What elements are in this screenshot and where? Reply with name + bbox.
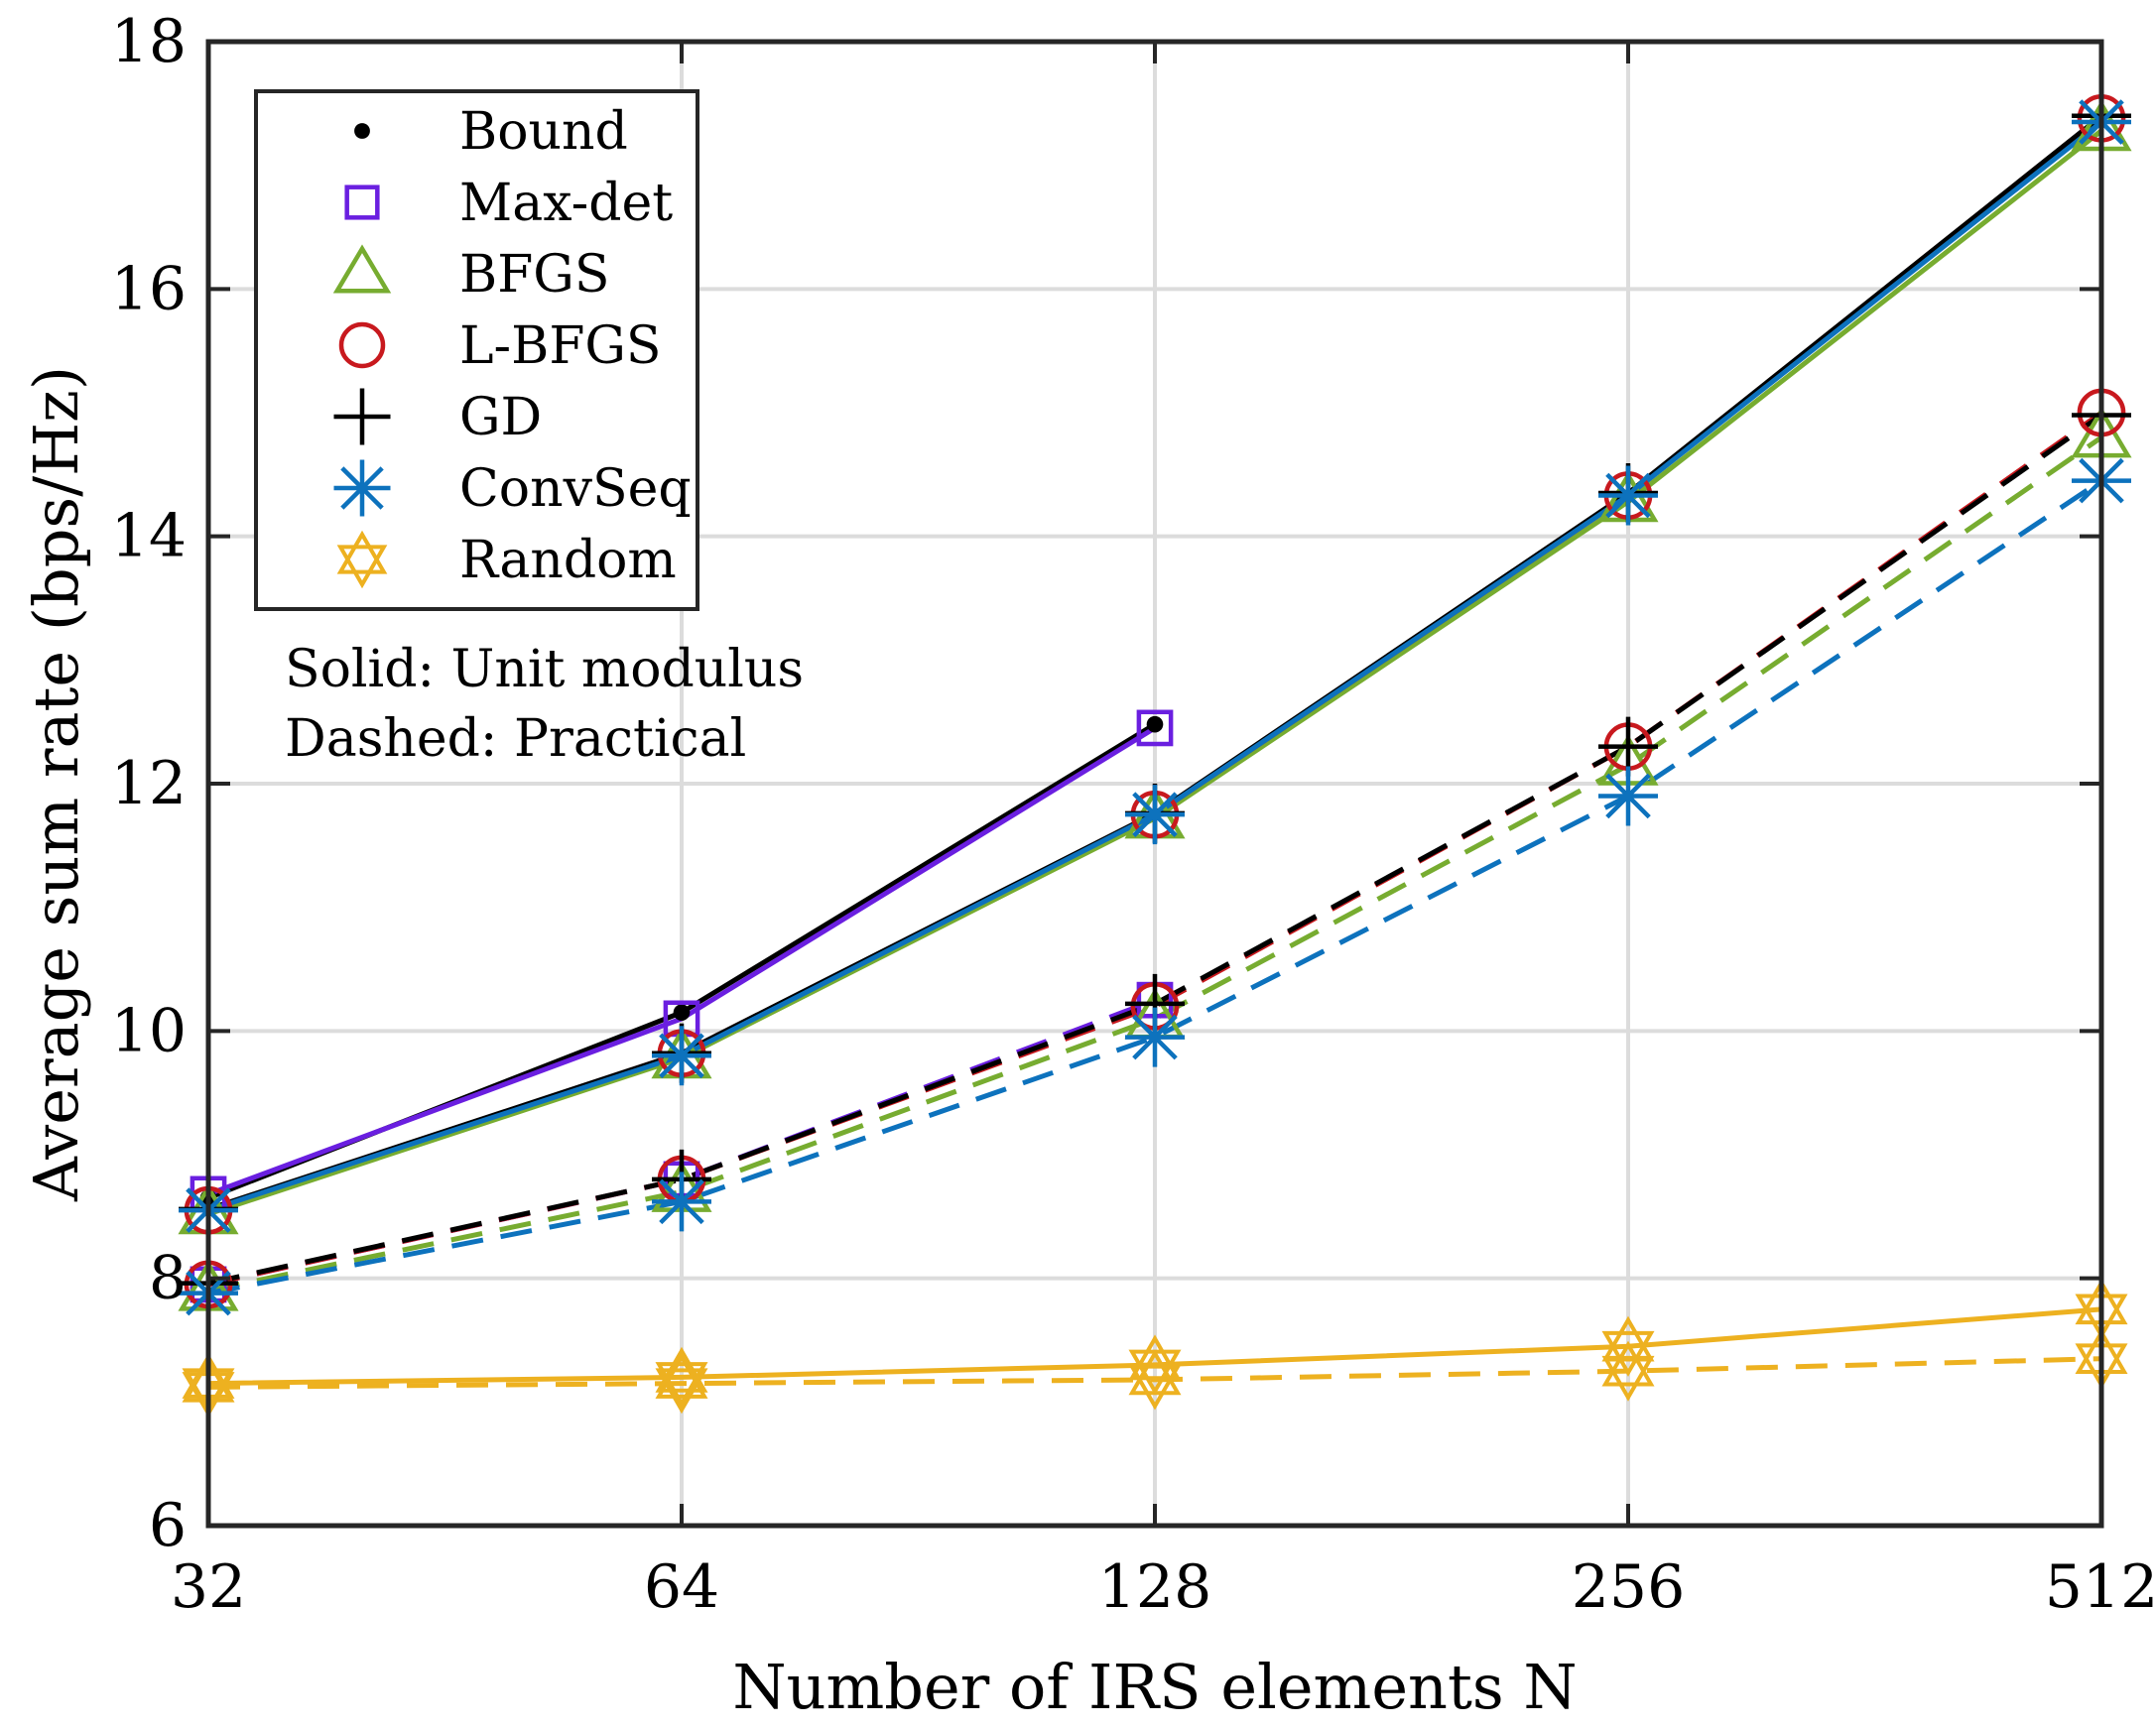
y-tick-label: 6 <box>149 1491 187 1560</box>
marker-convseq-solid <box>652 1026 711 1086</box>
marker-random-dashed-part <box>1128 1364 1182 1411</box>
legend-entry-gd: GD <box>333 388 542 447</box>
marker-random-dashed <box>1128 1349 1182 1411</box>
marker-bound-solid <box>673 1004 691 1021</box>
marker-random-dashed-part <box>655 1353 708 1399</box>
marker-max-det-solid <box>1136 709 1174 747</box>
legend-plus-icon <box>333 388 391 445</box>
marker-random-dashed-part <box>1601 1340 1655 1387</box>
marker-random-dashed-part <box>1601 1355 1655 1402</box>
annotation-solid: Solid: Unit modulus <box>285 640 804 699</box>
legend-entry-l-bfgs: L-BFGS <box>338 316 662 376</box>
marker-convseq-solid <box>1125 785 1185 845</box>
series-line-bfgs-dashed <box>207 434 2103 1294</box>
x-tick-label: 256 <box>1572 1552 1686 1622</box>
y-tick-label: 12 <box>111 749 187 818</box>
series-line-convseq-dashed <box>207 478 2103 1297</box>
legend-asterisk-icon <box>333 459 391 517</box>
legend-label: BFGS <box>459 245 609 305</box>
legend-square-icon <box>344 185 380 220</box>
legend-label: Random <box>459 531 677 590</box>
marker-convseq-dashed <box>1598 766 1658 826</box>
x-tick-label: 512 <box>2045 1552 2156 1622</box>
legend-label: ConvSeq <box>459 459 692 519</box>
marker-convseq-solid <box>1598 465 1658 526</box>
legend-entry-max-det: Max-det <box>344 174 673 233</box>
legend-entry-convseq: ConvSeq <box>333 459 692 519</box>
y-axis-label: Average sum rate (bps/Hz) <box>20 366 92 1202</box>
marker-random-solid-part <box>655 1362 708 1409</box>
legend-hexagram-icon-part <box>336 545 388 589</box>
legend-entry-bound: Bound <box>354 102 628 162</box>
marker-random-dashed <box>1601 1340 1655 1402</box>
legend-label: Bound <box>459 102 628 162</box>
legend-hexagram-icon <box>336 530 388 589</box>
annotation-dashed: Dashed: Practical <box>285 709 746 769</box>
marker-random-solid-part <box>1128 1334 1182 1381</box>
marker-convseq-dashed <box>1125 1007 1185 1067</box>
marker-random-dashed-part <box>1128 1349 1182 1396</box>
y-tick-label: 8 <box>149 1244 187 1313</box>
marker-convseq-dashed <box>652 1172 711 1232</box>
legend: Bound Max-det BFGS L-BFGS GD ConvSeq Random <box>254 89 699 611</box>
y-tick-label: 16 <box>111 254 187 323</box>
x-tick-label: 32 <box>171 1552 246 1622</box>
legend-label: GD <box>459 388 542 447</box>
marker-bound-solid <box>1146 715 1164 733</box>
legend-triangle-icon <box>332 244 392 294</box>
legend-box <box>254 89 699 611</box>
x-tick-label: 64 <box>644 1552 719 1622</box>
x-axis-label: Number of IRS elements N <box>732 1651 1577 1723</box>
legend-label: L-BFGS <box>459 316 662 376</box>
y-tick-label: 14 <box>111 502 187 571</box>
legend-circle-icon <box>338 321 386 369</box>
legend-label: Max-det <box>459 174 673 233</box>
axis-ticks: 32 64 128 256 512 6 8 10 12 14 16 18 <box>111 7 2156 1622</box>
marker-random-dashed <box>655 1353 708 1415</box>
legend-hexagram-icon-part <box>336 530 388 574</box>
legend-entry-bfgs: BFGS <box>332 244 609 305</box>
y-tick-label: 18 <box>111 7 187 76</box>
legend-dot-icon <box>354 123 370 139</box>
y-tick-label: 10 <box>111 996 187 1065</box>
series-line-gd-dashed <box>207 413 2103 1287</box>
x-tick-label: 128 <box>1098 1552 1212 1622</box>
marker-random-dashed-part <box>655 1368 708 1415</box>
legend-entry-random: Random <box>336 530 677 590</box>
marker-random-solid-part <box>1601 1330 1655 1377</box>
